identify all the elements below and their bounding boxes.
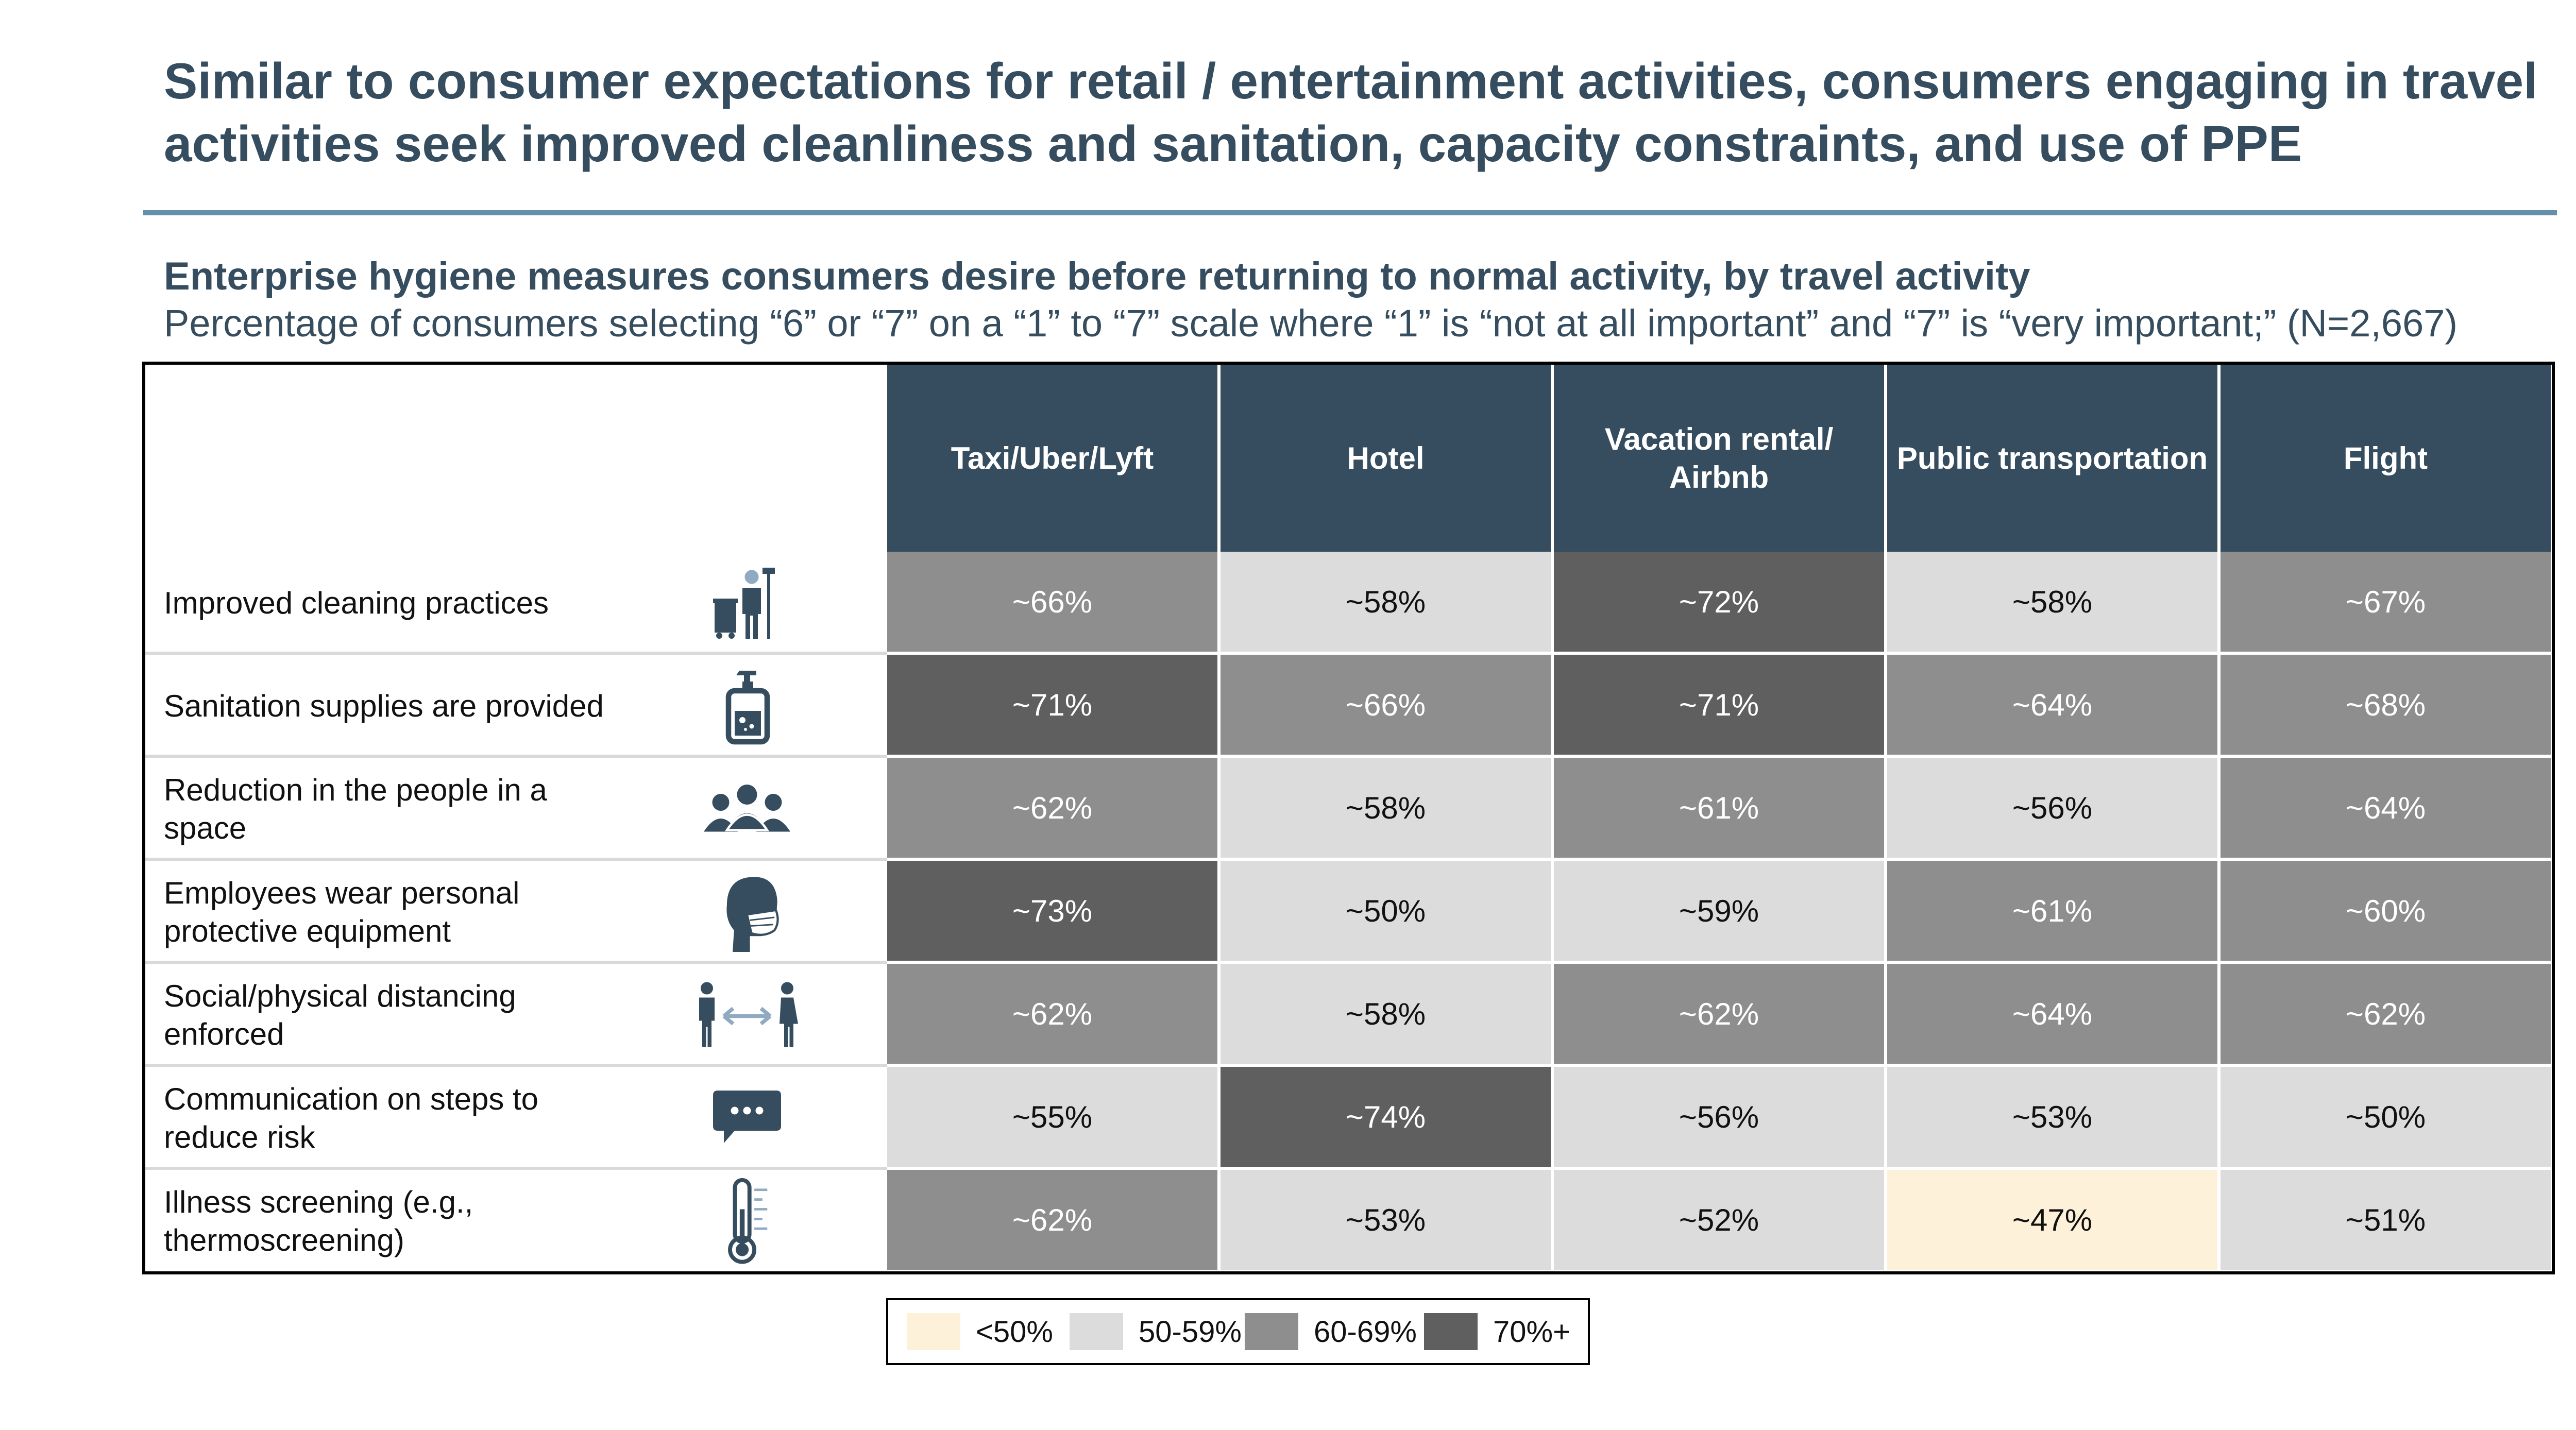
legend-label: 70%+ (1493, 1315, 1570, 1349)
legend-item: 50-59% (1070, 1300, 1242, 1363)
column-header: Hotel (1221, 365, 1554, 552)
heatmap-cell: ~64% (1887, 964, 2221, 1067)
heatmap-cell: ~61% (1887, 861, 2221, 964)
group-of-people-icon (693, 758, 801, 861)
chart-subtitle: Percentage of consumers selecting “6” or… (164, 302, 2458, 345)
row-label: Illness screening (e.g., thermoscreening… (164, 1185, 473, 1257)
legend-item: <50% (907, 1300, 1053, 1363)
row-label: Communication on steps to reduce risk (164, 1082, 539, 1154)
heatmap-cell: ~68% (2221, 655, 2551, 758)
heatmap-cell: ~64% (1887, 655, 2221, 758)
row-divider (145, 858, 887, 861)
heatmap-cell: ~58% (1221, 552, 1554, 655)
heatmap-cell: ~67% (2221, 552, 2551, 655)
title-divider (143, 210, 2557, 215)
row-divider (145, 961, 887, 964)
row-divider (145, 652, 887, 655)
heatmap-cell: ~47% (1887, 1170, 2221, 1270)
heatmap-cell: ~50% (1221, 861, 1554, 964)
heatmap-cell: ~72% (1554, 552, 1887, 655)
row-label: Reduction in the people in a space (164, 773, 547, 845)
row-divider (145, 755, 887, 758)
row-label: Sanitation supplies are provided (164, 689, 604, 723)
heatmap-cell: ~71% (1554, 655, 1887, 758)
heatmap-cell: ~71% (887, 655, 1221, 758)
heatmap-cell: ~53% (1887, 1067, 2221, 1170)
heatmap-cell: ~53% (1221, 1170, 1554, 1270)
row-label: Employees wear personal protective equip… (164, 876, 520, 948)
legend-swatch (1070, 1313, 1123, 1350)
heatmap-cell: ~58% (1887, 552, 2221, 655)
legend-swatch (907, 1313, 960, 1350)
legend-label: 50-59% (1139, 1315, 1242, 1349)
page-title: Similar to consumer expectations for ret… (164, 53, 2538, 172)
column-header: Flight (2221, 365, 2551, 552)
heatmap-cell: ~61% (1554, 758, 1887, 861)
row-divider (145, 1167, 887, 1170)
heatmap-cell: ~62% (1554, 964, 1887, 1067)
heatmap-cell: ~50% (2221, 1067, 2551, 1170)
legend-swatch (1424, 1313, 1478, 1350)
column-header: Taxi/Uber/Lyft (887, 365, 1221, 552)
row-label: Improved cleaning practices (164, 586, 549, 620)
column-header: Vacation rental/ Airbnb (1554, 365, 1887, 552)
chat-bubble-icon (693, 1067, 801, 1170)
heatmap-cell: ~58% (1221, 964, 1554, 1067)
heatmap-cell: ~55% (887, 1067, 1221, 1170)
heatmap-cell: ~56% (1887, 758, 2221, 861)
row-label: Social/physical distancing enforced (164, 979, 516, 1051)
heatmap-cell: ~66% (1221, 655, 1554, 758)
heatmap-cell: ~58% (1221, 758, 1554, 861)
thermometer-icon (693, 1170, 801, 1273)
heatmap-cell: ~60% (2221, 861, 2551, 964)
heatmap-cell: ~59% (1554, 861, 1887, 964)
column-header: Public transportation (1887, 365, 2221, 552)
heatmap-cell: ~66% (887, 552, 1221, 655)
heatmap-cell: ~62% (887, 758, 1221, 861)
heatmap-cell: ~62% (887, 1170, 1221, 1270)
heatmap-cell: ~74% (1221, 1067, 1554, 1170)
legend: <50% 50-59% 60-69% 70%+ (886, 1298, 1590, 1365)
row-divider (145, 1064, 887, 1067)
distancing-people-icon (693, 964, 801, 1067)
heatmap-cell: ~51% (2221, 1170, 2551, 1270)
legend-item: 70%+ (1424, 1300, 1570, 1363)
heatmap-cell: ~56% (1554, 1067, 1887, 1170)
heatmap-cell: ~52% (1554, 1170, 1887, 1270)
chart-title: Enterprise hygiene measures consumers de… (164, 254, 2030, 298)
heatmap-cell: ~73% (887, 861, 1221, 964)
heatmap-cell: ~62% (2221, 964, 2551, 1067)
legend-swatch (1245, 1313, 1298, 1350)
legend-label: <50% (976, 1315, 1053, 1349)
legend-item: 60-69% (1245, 1300, 1417, 1363)
heatmap-cell: ~62% (887, 964, 1221, 1067)
face-mask-icon (693, 861, 801, 964)
heatmap-cell: ~64% (2221, 758, 2551, 861)
cleaning-staff-icon (693, 552, 801, 655)
legend-label: 60-69% (1314, 1315, 1417, 1349)
sanitizer-bottle-icon (693, 655, 801, 758)
